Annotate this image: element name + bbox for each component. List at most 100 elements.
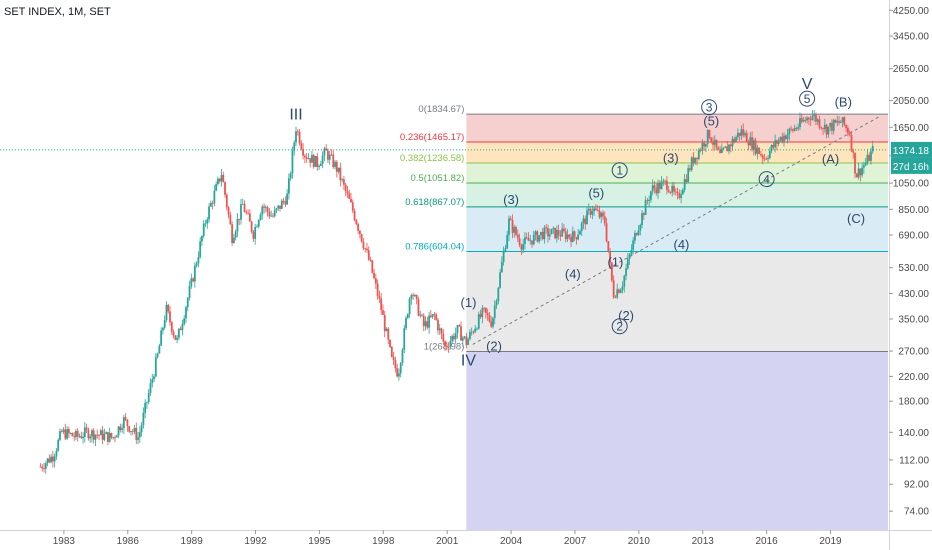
candle-body <box>206 219 209 224</box>
candle-body <box>371 260 374 273</box>
candle-body <box>453 335 455 340</box>
candle-body <box>447 346 450 348</box>
price-tick-label: 74.00 <box>904 507 929 518</box>
candle-body <box>133 427 136 432</box>
wave-label[interactable]: III <box>289 107 302 124</box>
candle-body <box>820 127 823 129</box>
candle-body <box>234 231 237 238</box>
candle-body <box>681 189 684 195</box>
candle-body <box>82 436 84 439</box>
candle-body <box>502 251 505 262</box>
candle-body <box>80 436 83 439</box>
candle-body <box>639 224 642 231</box>
wave-label[interactable]: 1 <box>616 164 623 178</box>
candle-body <box>192 278 194 282</box>
candle-body <box>73 436 76 438</box>
candle-body <box>307 158 310 159</box>
candle-body <box>277 205 280 209</box>
wave-label[interactable]: (5) <box>588 186 604 201</box>
candle-body <box>185 307 187 319</box>
candle-body <box>151 379 154 384</box>
candle-body <box>644 200 647 216</box>
candle-body <box>614 297 617 298</box>
candle-body <box>247 212 249 214</box>
candle-body <box>641 213 643 225</box>
candle-body <box>559 235 562 237</box>
candle-body <box>545 227 548 229</box>
candle-body <box>318 165 320 167</box>
wave-label[interactable]: (1) <box>461 295 477 310</box>
candle-body <box>752 140 755 150</box>
candle-body <box>83 427 86 437</box>
fib-level-label: 0.382(1236.58) <box>400 153 464 164</box>
candle-body <box>738 132 741 136</box>
candle-body <box>813 114 816 117</box>
fib-lines: 0(1834.67) 0.236(1465.17) 0.382(1236.58) 0.… <box>400 104 888 353</box>
candle-body <box>138 432 141 438</box>
wave-label[interactable]: (5) <box>703 113 719 128</box>
candle-body <box>394 359 397 369</box>
wave-label[interactable]: (A) <box>822 151 839 166</box>
candle-body <box>424 321 427 327</box>
candle-body <box>323 148 326 156</box>
candle-body <box>186 298 189 308</box>
wave-label[interactable]: (B) <box>835 94 852 109</box>
candle-body <box>756 147 759 154</box>
time-axis: 1983 1986 1989 1992 1995 1998 2001 2004 2007 2010… <box>53 530 842 547</box>
wave-label[interactable]: 2 <box>616 320 623 334</box>
candle-body <box>293 142 296 151</box>
fib-level-label: 0.236(1465.17) <box>400 132 464 143</box>
wave-label[interactable]: (3) <box>663 150 679 165</box>
candle-body <box>708 129 711 139</box>
price-tick-label: 3450.00 <box>893 32 930 43</box>
candle-body <box>433 314 436 315</box>
candle-body <box>552 227 555 229</box>
candles <box>39 110 874 474</box>
wave-label[interactable]: 5 <box>804 92 811 106</box>
candle-body <box>286 193 289 205</box>
candle-body <box>598 210 601 218</box>
wave-label[interactable]: (4) <box>565 266 581 281</box>
candle-body <box>783 135 785 142</box>
candle-body <box>689 168 691 170</box>
candle-body <box>241 204 244 205</box>
wave-label[interactable]: 4 <box>763 172 770 186</box>
candle-body <box>634 233 636 241</box>
wave-label[interactable]: (2) <box>486 338 502 353</box>
candle-body <box>426 321 429 328</box>
candle-body <box>811 116 814 120</box>
wave-label[interactable]: V <box>802 76 813 93</box>
candle-body <box>162 327 164 331</box>
wave-label[interactable]: (4) <box>673 237 689 252</box>
countdown-label: 27d 16h <box>893 162 929 173</box>
candle-body <box>312 155 315 167</box>
wave-label[interactable]: 3 <box>706 101 713 115</box>
candle-body <box>802 119 805 122</box>
candle-body <box>495 301 498 306</box>
candle-body <box>575 237 578 240</box>
candle-body <box>577 234 580 240</box>
candle-body <box>776 140 778 144</box>
candle-body <box>829 123 832 127</box>
candle-body <box>87 429 90 439</box>
candle-body <box>657 182 659 194</box>
wave-label[interactable]: (C) <box>847 211 865 226</box>
candle-body <box>380 298 383 311</box>
candle-body <box>795 128 798 130</box>
fib-level-label: 0(1834.67) <box>418 104 464 115</box>
candle-body <box>382 310 384 315</box>
wave-label[interactable]: IV <box>461 352 476 369</box>
wave-label[interactable]: (3) <box>503 192 519 207</box>
candle-body <box>174 335 177 340</box>
candle-body <box>257 220 260 227</box>
candle-body <box>378 296 381 299</box>
candle-body <box>832 119 835 131</box>
candle-body <box>531 240 533 245</box>
wave-label[interactable]: (1) <box>607 255 623 270</box>
candle-body <box>364 248 367 250</box>
candle-body <box>55 450 58 457</box>
candle-body <box>584 218 587 225</box>
wave-label-circle <box>799 90 816 107</box>
candle-body <box>791 129 794 131</box>
